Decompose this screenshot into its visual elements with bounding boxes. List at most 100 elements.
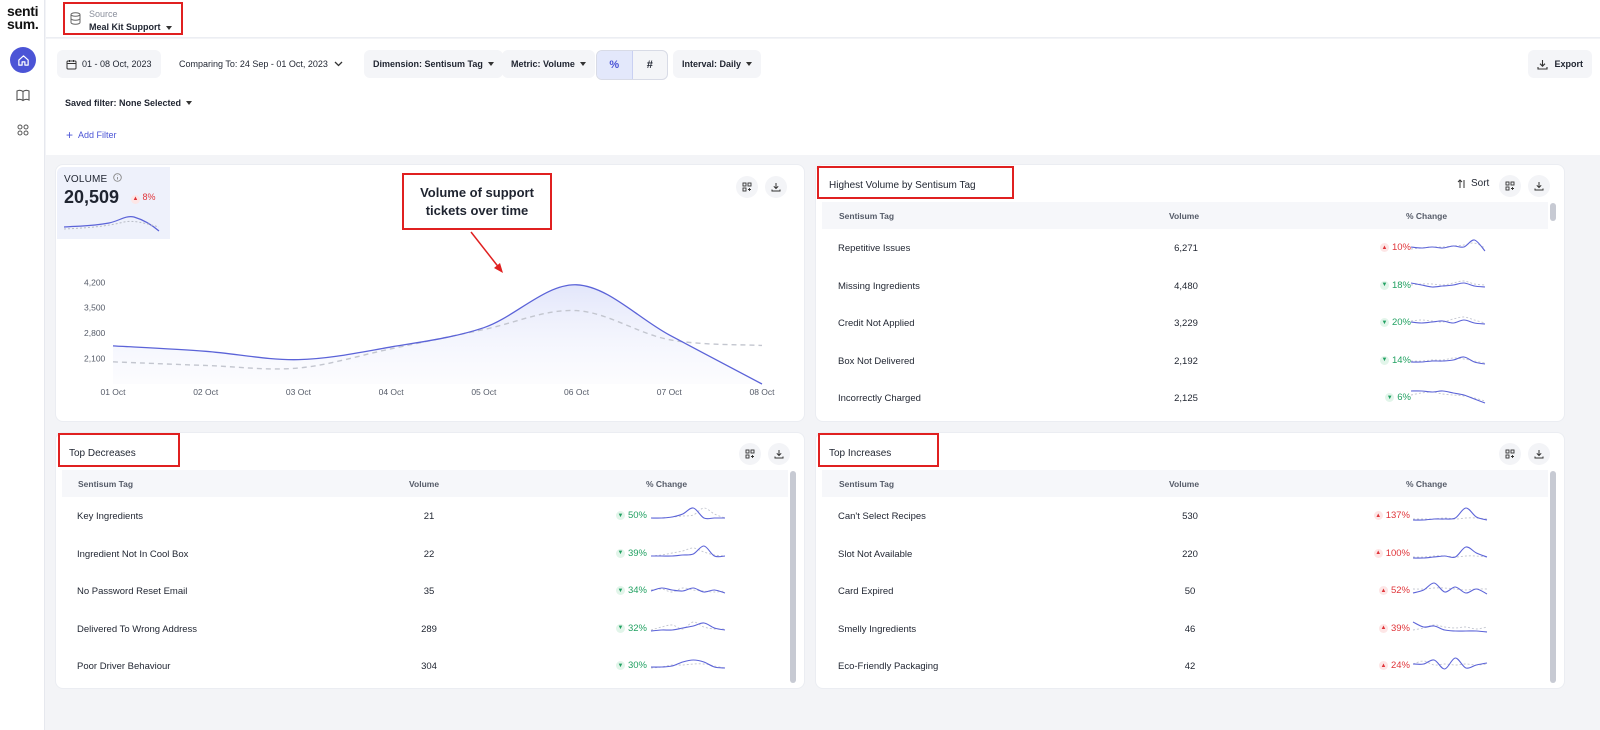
saved-filter-dropdown[interactable]: Saved filter: None Selected	[65, 98, 193, 108]
row-tag-name: Incorrectly Charged	[838, 393, 921, 404]
row-percent-change: ▼ 34%	[615, 585, 647, 596]
qr-view-button[interactable]	[739, 443, 761, 465]
table-row[interactable]: Key Ingredients 21 ▼ 50%	[62, 497, 788, 535]
chart-download-button[interactable]	[765, 176, 787, 198]
database-icon	[70, 12, 81, 25]
grid-icon	[1505, 449, 1515, 459]
source-value: Meal Kit Support	[89, 22, 172, 32]
table-row[interactable]: Smelly Ingredients 46 ▲ 39%	[822, 610, 1548, 648]
table-row[interactable]: Incorrectly Charged 2,125 ▼ 6%	[822, 379, 1548, 417]
trend-sparkline	[1412, 582, 1488, 595]
row-volume: 3,229	[1174, 318, 1198, 329]
trend-sparkline	[1410, 390, 1486, 404]
table-row[interactable]: Missing Ingredients 4,480 ▼ 18%	[822, 267, 1548, 305]
row-volume: 289	[421, 623, 437, 635]
x-tick-label: 08 Oct	[749, 387, 775, 397]
row-percent-change: ▲ 137%	[1373, 510, 1410, 521]
download-icon	[774, 450, 784, 459]
table-row[interactable]: Delivered To Wrong Address 289 ▼ 32%	[62, 610, 788, 648]
table-scrollbar[interactable]	[1550, 471, 1556, 683]
row-volume: 42	[1184, 661, 1196, 672]
chart-annotation-callout: Volume of support tickets over time	[402, 173, 552, 230]
grid-icon	[742, 182, 752, 192]
arrow-down-icon: ▼	[615, 661, 625, 670]
table-row[interactable]: Repetitive Issues 6,271 ▲ 10%	[822, 229, 1548, 267]
x-tick-label: 03 Oct	[286, 387, 312, 397]
apps-icon[interactable]	[10, 117, 36, 143]
row-tag-name: Box Not Delivered	[838, 355, 915, 367]
sidebar: senti sum.	[0, 0, 45, 730]
interval-dropdown[interactable]: Interval: Daily	[673, 50, 762, 78]
row-volume: 6,271	[1174, 243, 1198, 254]
row-percent-change: ▼ 30%	[615, 660, 647, 671]
qr-view-button[interactable]	[1499, 443, 1521, 465]
table-row[interactable]: Slot Not Available 220 ▲ 100%	[822, 535, 1548, 573]
table-header: Sentisum Tag Volume % Change	[62, 470, 788, 497]
filter-controls: 01 - 08 Oct, 2023 Comparing To: 24 Sep -…	[46, 39, 1600, 155]
chevron-down-icon	[165, 26, 172, 30]
arrow-up-icon: ▲	[1378, 586, 1388, 595]
date-range-picker[interactable]: 01 - 08 Oct, 2023	[57, 50, 161, 78]
arrow-down-icon: ▼	[615, 511, 625, 520]
qr-view-button[interactable]	[1499, 175, 1521, 197]
row-percent-change: ▲ 39%	[1378, 622, 1410, 634]
row-percent-change: ▼ 39%	[615, 547, 647, 559]
dimension-dropdown[interactable]: Dimension: Sentisum Tag	[364, 50, 503, 78]
volume-change: ▲ 8%	[131, 192, 156, 204]
table-download-button[interactable]	[1528, 443, 1550, 465]
metric-dropdown[interactable]: Metric: Volume	[502, 50, 595, 78]
arrow-down-icon: ▼	[1385, 393, 1395, 402]
table-download-button[interactable]	[768, 443, 790, 465]
book-icon[interactable]	[10, 82, 36, 108]
table-row[interactable]: No Password Reset Email 35 ▼ 34%	[62, 572, 788, 610]
value-mode-toggle[interactable]: % #	[596, 50, 668, 80]
title-highlight-box	[58, 433, 180, 467]
source-selector[interactable]: Source Meal Kit Support	[63, 2, 183, 35]
trend-sparkline	[650, 621, 726, 632]
row-percent-change: ▼ 18%	[1379, 279, 1411, 291]
table-row[interactable]: Card Expired 50 ▲ 52%	[822, 572, 1548, 610]
table-download-button[interactable]	[1528, 175, 1550, 197]
trend-sparkline	[1412, 657, 1488, 670]
comparison-range-picker[interactable]: Comparing To: 24 Sep - 01 Oct, 2023	[170, 50, 352, 78]
title-highlight-box	[817, 166, 1014, 199]
y-tick-label: 2,100	[84, 354, 106, 364]
x-tick-label: 07 Oct	[657, 387, 683, 397]
trend-sparkline	[1410, 355, 1486, 365]
x-tick-label: 06 Oct	[564, 387, 590, 397]
calendar-icon	[66, 59, 77, 69]
plus-icon: +	[66, 128, 74, 142]
table-scrollbar[interactable]	[1550, 203, 1556, 221]
table-row[interactable]: Box Not Delivered 2,192 ▼ 14%	[822, 342, 1548, 380]
table-row[interactable]: Credit Not Applied 3,229 ▼ 20%	[822, 304, 1548, 342]
row-volume: 220	[1182, 548, 1198, 560]
qr-view-button[interactable]	[736, 176, 758, 198]
volume-metric-tile[interactable]: VOLUME 20,509 ▲ 8%	[57, 167, 170, 239]
download-icon	[771, 183, 781, 192]
table-row[interactable]: Poor Driver Behaviour 304 ▼ 30%	[62, 647, 788, 685]
table-scrollbar[interactable]	[790, 471, 796, 683]
row-volume: 50	[1184, 586, 1196, 597]
sort-button[interactable]: Sort	[1457, 178, 1489, 189]
current-series-line	[112, 284, 763, 385]
percent-toggle-button[interactable]: %	[597, 51, 633, 79]
table-header: Sentisum Tag Volume % Change	[822, 202, 1548, 229]
row-tag-name: Repetitive Issues	[838, 243, 911, 254]
table-row[interactable]: Can't Select Recipes 530 ▲ 137%	[822, 497, 1548, 535]
count-toggle-button[interactable]: #	[646, 59, 653, 71]
table-row[interactable]: Eco-Friendly Packaging 42 ▲ 24%	[822, 647, 1548, 685]
y-tick-label: 2,800	[84, 328, 106, 338]
source-label: Source	[89, 9, 118, 19]
top-increases-card: Top Increases Sentisum Tag Volume % Chan…	[815, 432, 1565, 689]
row-volume: 4,480	[1174, 280, 1198, 292]
row-volume: 304	[421, 661, 437, 672]
add-filter-button[interactable]: + Add Filter	[66, 128, 117, 142]
chevron-down-icon	[334, 61, 343, 67]
home-icon[interactable]	[10, 47, 36, 73]
sentisum-logo[interactable]: senti sum.	[7, 3, 39, 32]
table-row[interactable]: Ingredient Not In Cool Box 22 ▼ 39%	[62, 535, 788, 573]
export-button[interactable]: Export	[1528, 50, 1592, 78]
arrow-down-icon: ▼	[1379, 318, 1389, 327]
row-percent-change: ▲ 24%	[1378, 660, 1410, 671]
title-highlight-box	[818, 433, 939, 467]
